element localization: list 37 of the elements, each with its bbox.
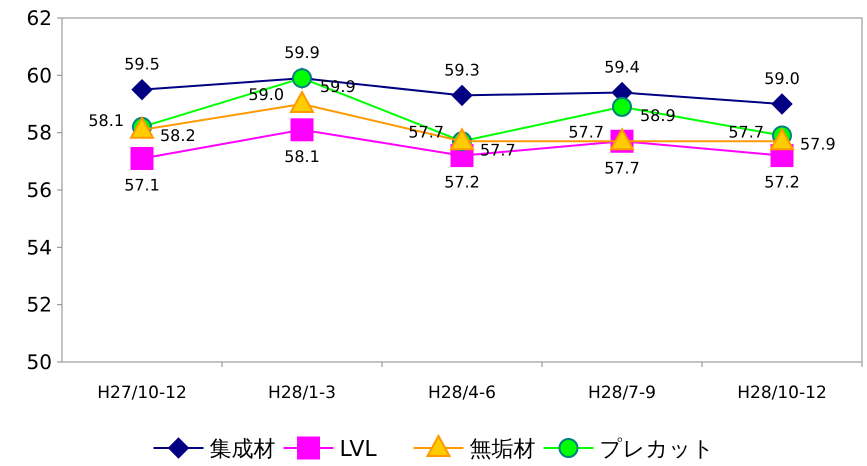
legend-label: 無垢材 — [470, 437, 536, 462]
y-tick-label: 54 — [26, 235, 52, 260]
y-tick-label: 60 — [26, 63, 52, 88]
y-tick-label: 50 — [26, 350, 52, 374]
data-label: 59.0 — [764, 69, 800, 88]
data-label: 59.9 — [284, 43, 320, 62]
point — [290, 118, 314, 142]
y-tick-label: 62 — [26, 6, 52, 30]
point — [772, 94, 792, 114]
legend-label: 集成材 — [210, 437, 276, 462]
data-label: 59.4 — [604, 58, 640, 77]
data-label: 57.1 — [124, 175, 160, 194]
data-label: 58.1 — [88, 110, 124, 130]
y-tick-label: 52 — [26, 292, 52, 317]
x-tick-label: H27/10-12 — [97, 383, 187, 403]
point — [612, 96, 632, 117]
y-tick-label: 58 — [26, 120, 52, 145]
data-label: 57.9 — [800, 134, 836, 154]
data-label: 59.3 — [444, 60, 480, 80]
data-label: 59.5 — [124, 54, 160, 74]
data-label: 57.2 — [444, 172, 480, 192]
data-label: 57.7 — [568, 122, 604, 142]
data-label: 58.1 — [284, 146, 320, 166]
point — [132, 79, 152, 100]
x-tick-label: H28/10-12 — [737, 383, 827, 403]
legend-label: LVL — [340, 437, 378, 462]
data-label: 57.7 — [604, 158, 640, 178]
point — [130, 146, 154, 170]
x-tick-label: H28/4-6 — [428, 383, 496, 403]
y-tick-label: 56 — [26, 178, 52, 202]
data-label: 58.2 — [160, 126, 196, 145]
x-tick-label: H28/1-3 — [268, 383, 336, 403]
data-label: 57.2 — [764, 172, 800, 192]
legend-label: プレカット — [600, 437, 714, 462]
point — [452, 84, 472, 106]
data-label: 59.0 — [248, 85, 284, 104]
x-tick-label: H28/7-9 — [588, 383, 656, 403]
